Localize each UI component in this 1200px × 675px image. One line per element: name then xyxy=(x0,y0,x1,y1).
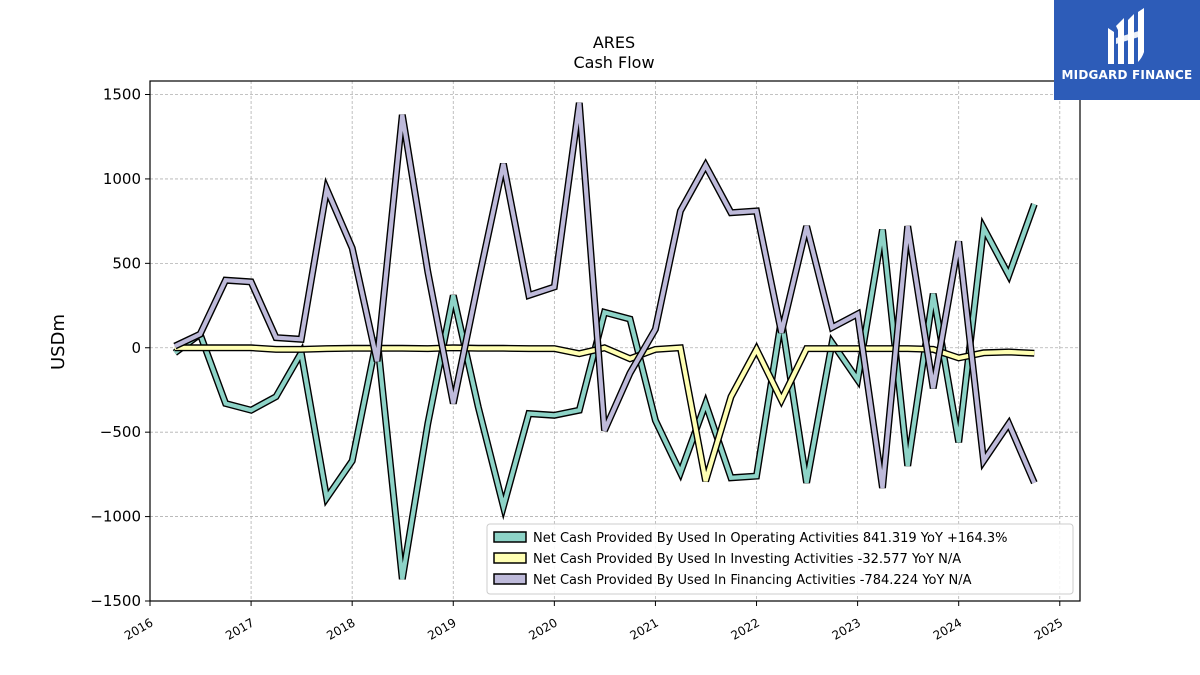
chart-title: ARES xyxy=(593,33,635,52)
y-axis-label: USDm xyxy=(48,314,69,370)
x-tick-label: 2022 xyxy=(729,615,762,642)
legend-label: Net Cash Provided By Used In Operating A… xyxy=(533,531,1007,546)
y-tick-label: −500 xyxy=(100,423,141,441)
y-axis-ticks: 1500 1000 500 0 −500 −1000 −1500 xyxy=(90,86,150,610)
grid-lines xyxy=(149,81,1080,602)
legend-label: Net Cash Provided By Used In Financing A… xyxy=(533,573,972,588)
x-tick-label: 2017 xyxy=(223,615,256,642)
x-tick-label: 2019 xyxy=(425,615,458,642)
y-tick-label: 1500 xyxy=(103,86,141,104)
y-tick-label: 1000 xyxy=(103,170,141,188)
y-tick-label: −1000 xyxy=(90,508,141,526)
legend: Net Cash Provided By Used In Operating A… xyxy=(486,523,1074,595)
x-axis-ticks: 2016 2017 2018 2019 2020 2021 2022 2023 2024 2025 xyxy=(122,601,1065,643)
x-tick-label: 2021 xyxy=(627,615,660,642)
x-tick-label: 2023 xyxy=(830,615,863,642)
series-1 xyxy=(172,203,1038,580)
chart-subtitle: Cash Flow xyxy=(573,53,654,72)
series-3 xyxy=(173,102,1038,489)
x-tick-label: 2025 xyxy=(1032,615,1065,642)
midgard-logo-icon xyxy=(1108,8,1144,64)
x-tick-label: 2020 xyxy=(526,615,559,642)
x-tick-label: 2024 xyxy=(931,615,964,642)
y-tick-label: −1500 xyxy=(90,592,141,610)
legend-swatch xyxy=(493,531,527,543)
series-2 xyxy=(174,341,1035,483)
legend-box xyxy=(486,523,1074,595)
legend-label: Net Cash Provided By Used In Investing A… xyxy=(533,552,961,567)
legend-swatch xyxy=(493,573,527,585)
y-tick-label: 500 xyxy=(112,254,141,272)
x-tick-label: 2016 xyxy=(122,615,155,642)
y-tick-label: 0 xyxy=(131,339,141,357)
series-lines xyxy=(172,102,1038,580)
plot-frame xyxy=(149,80,1081,602)
brand-name: MIDGARD FINANCE xyxy=(1061,68,1193,82)
brand-logo: MIDGARD FINANCE xyxy=(1054,0,1200,100)
legend-swatch xyxy=(493,552,527,564)
x-tick-label: 2018 xyxy=(324,615,357,642)
